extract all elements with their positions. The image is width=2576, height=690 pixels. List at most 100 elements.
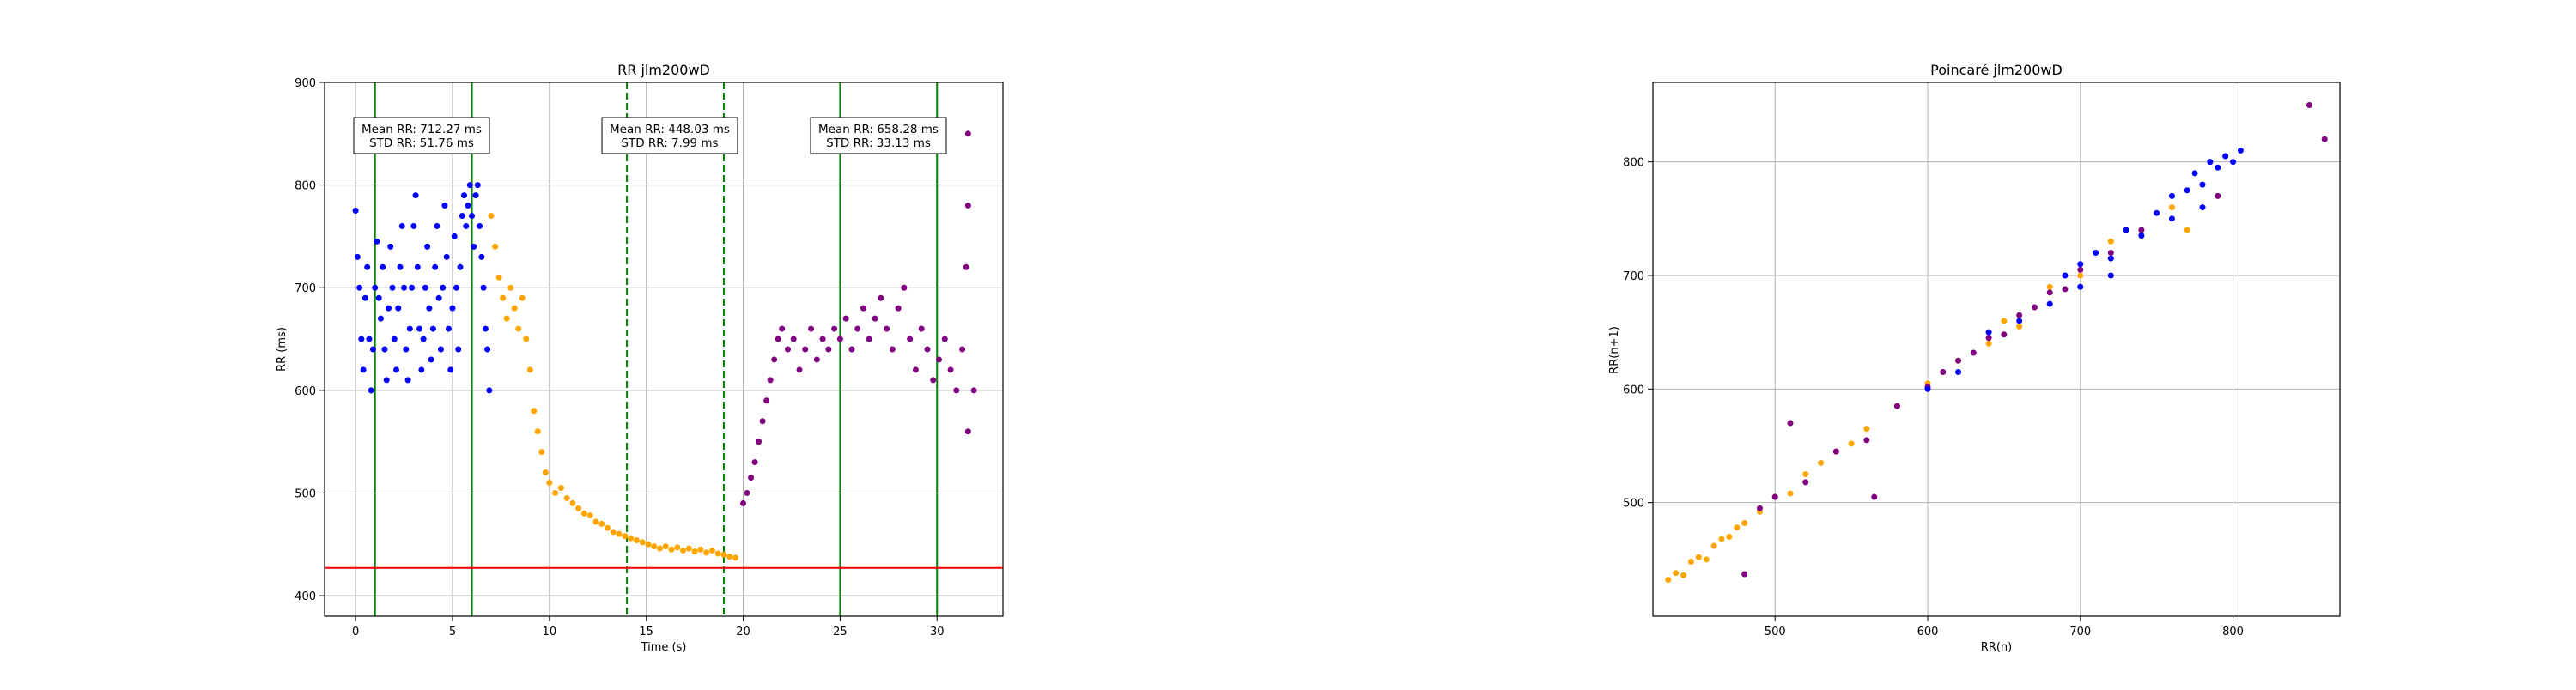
data-point: [901, 284, 908, 291]
data-point: [445, 325, 452, 332]
data-point: [1741, 519, 1748, 526]
data-point: [605, 524, 611, 531]
rr-chart: 0 5 10 15 20 25 30 400 500 600 700 800 900 RR jlm200…: [276, 62, 1004, 654]
data-point: [426, 305, 433, 312]
data-point: [469, 213, 476, 219]
data-point: [1710, 542, 1717, 549]
data-point: [471, 243, 477, 250]
data-point: [385, 305, 392, 312]
data-point: [947, 366, 954, 373]
data-point: [418, 366, 425, 373]
series-rest: [1924, 147, 2244, 392]
annotation-std: STD RR: 7.99 ms: [621, 136, 718, 150]
data-point: [563, 494, 570, 501]
data-point: [759, 418, 766, 425]
x-tick-label: 0: [352, 626, 359, 639]
data-point: [2123, 227, 2129, 233]
data-point: [918, 325, 925, 332]
data-point: [531, 408, 538, 415]
annotation-box: Mean RR: 448.03 ms STD RR: 7.99 ms: [601, 117, 738, 154]
data-point: [878, 294, 884, 301]
data-point: [639, 539, 646, 546]
data-point: [1726, 533, 1733, 540]
data-point: [1985, 329, 1992, 336]
data-point: [2321, 136, 2328, 142]
data-point: [542, 469, 549, 476]
data-point: [500, 294, 507, 301]
data-point: [472, 192, 479, 199]
data-point: [628, 535, 635, 542]
data-point: [2138, 233, 2145, 239]
poincare-chart: 500 600 700 800 500 600 700 800 Poincaré jlm200…: [1608, 62, 2341, 654]
rr-chart-annotations: Mean RR: 712.27 ms STD RR: 51.76 ms Mean…: [353, 117, 947, 154]
data-point: [2237, 147, 2244, 154]
data-point: [622, 533, 629, 540]
plot-frame: [1652, 82, 2341, 617]
data-point: [447, 366, 454, 373]
data-point: [1924, 385, 1931, 392]
data-point: [2046, 289, 2053, 296]
data-point: [412, 192, 419, 199]
data-point: [964, 428, 971, 435]
annotation-box-frame: [353, 117, 490, 154]
data-point: [2138, 227, 2145, 233]
x-tick-label: 5: [449, 626, 456, 639]
data-point: [2016, 318, 2023, 324]
data-point: [813, 356, 820, 363]
data-point: [492, 243, 499, 250]
data-point: [389, 284, 396, 291]
data-point: [356, 284, 363, 291]
data-point: [1893, 402, 1900, 409]
data-point: [461, 192, 468, 199]
data-point: [369, 346, 376, 353]
data-point: [580, 510, 587, 517]
data-point: [361, 294, 368, 301]
annotation-box-frame: [601, 117, 738, 154]
data-point: [404, 377, 411, 384]
series-exercise: [488, 213, 739, 561]
data-point: [557, 484, 564, 491]
data-point: [2016, 312, 2023, 318]
data-point: [401, 284, 408, 291]
annotation-mean: Mean RR: 658.28 ms: [818, 123, 939, 136]
data-point: [1985, 335, 1992, 342]
data-point: [1955, 368, 1962, 375]
data-point: [435, 294, 442, 301]
data-point: [802, 346, 809, 353]
data-point: [1787, 490, 1794, 497]
data-point: [1818, 459, 1825, 466]
data-point: [825, 346, 832, 353]
poincare-chart-title: Poincaré jlm200wD: [1930, 62, 2063, 78]
data-point: [2107, 238, 2114, 245]
data-point: [368, 387, 374, 394]
data-point: [1703, 556, 1710, 563]
data-point: [575, 505, 582, 511]
data-point: [2207, 159, 2214, 166]
data-point: [374, 238, 380, 245]
data-point: [422, 284, 428, 291]
data-point: [354, 253, 361, 260]
data-point: [443, 253, 450, 260]
data-point: [383, 377, 390, 384]
data-point: [651, 543, 658, 550]
data-point: [775, 336, 781, 342]
data-point: [429, 325, 436, 332]
data-point: [771, 356, 778, 363]
data-point: [2230, 159, 2237, 166]
annotation-box: Mean RR: 712.27 ms STD RR: 51.76 ms: [353, 117, 490, 154]
data-point: [1771, 493, 1778, 500]
data-point: [680, 547, 687, 554]
data-point: [1734, 524, 1741, 531]
data-point: [1832, 448, 1839, 455]
data-point: [2154, 209, 2160, 216]
data-point: [455, 346, 462, 353]
y-tick-label: 900: [295, 77, 316, 90]
y-tick-label: 800: [295, 180, 316, 193]
data-point: [457, 263, 464, 270]
data-point: [744, 489, 750, 496]
data-point: [1673, 570, 1680, 577]
x-tick-label: 15: [639, 626, 653, 639]
data-point: [872, 315, 878, 322]
rr-plot-area: 0 5 10 15 20 25 30 400 500 600 700 800 900: [295, 77, 1004, 639]
